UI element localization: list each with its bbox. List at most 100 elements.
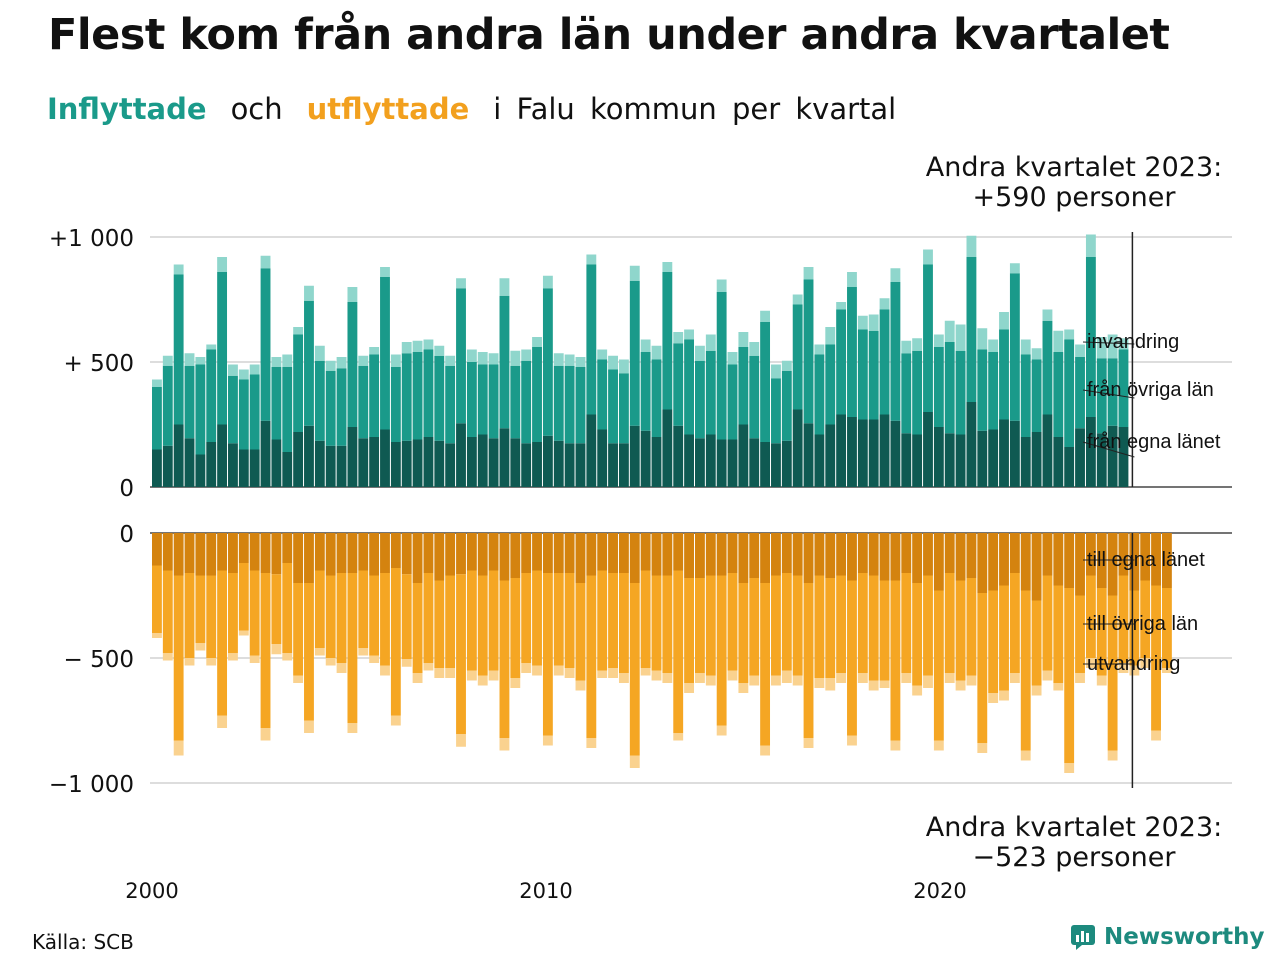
outflow-other-bar [293, 583, 304, 676]
outflow-other-bar [1140, 580, 1151, 658]
outflow-own-bar [412, 533, 423, 583]
inflow-other-bar [499, 295, 510, 429]
inflow-other-bar [488, 364, 499, 439]
inflow-own-bar [847, 417, 857, 487]
outflow-other-bar [586, 575, 597, 738]
inflow-immig-bar [1107, 334, 1118, 359]
inflow-other-bar [293, 334, 304, 432]
inflow-own-bar [618, 443, 629, 487]
outflow-own-bar [217, 533, 228, 571]
inflow-own-bar [206, 442, 217, 487]
inflow-own-bar [933, 427, 944, 487]
inflow-own-bar [684, 434, 694, 487]
inflow-other-bar [879, 309, 890, 415]
subtitle-outflow: utflyttade [306, 92, 470, 126]
inflow-other-bar [716, 292, 727, 440]
outflow-other-bar [369, 575, 380, 656]
inflow-own-bar [271, 439, 282, 487]
inflow-own-bar [651, 437, 662, 487]
outflow-emig-bar [1096, 675, 1107, 686]
outflow-emig-bar [206, 658, 217, 666]
inflow-immig-bar [705, 334, 716, 351]
inflow-immig-bar [988, 339, 999, 352]
outflow-other-bar [640, 570, 651, 668]
newsworthy-icon [1071, 925, 1095, 950]
outflow-other-bar [228, 573, 238, 653]
outflow-own-bar [1161, 533, 1172, 588]
inflow-other-bar [923, 264, 933, 412]
inflow-immig-bar [977, 328, 988, 350]
outflow-emig-bar [314, 648, 325, 656]
outflow-other-bar [260, 573, 271, 728]
inflow-other-bar [304, 300, 314, 426]
inflow-own-bar [1085, 417, 1096, 487]
outflow-emig-bar [358, 648, 369, 656]
inflow-own-bar [738, 424, 749, 487]
subtitle-inflow: Inflyttade [47, 92, 207, 126]
outflow-own-bar [1031, 533, 1042, 601]
inflow-own-bar [347, 427, 358, 487]
inflow-own-bar [988, 429, 999, 487]
inflow-immig-bar [347, 287, 358, 302]
inflow-own-bar [705, 434, 716, 487]
outflow-emig-bar [347, 723, 358, 733]
inflow-own-bar [923, 412, 933, 487]
inflow-other-bar [608, 369, 618, 444]
outflow-other-bar [488, 570, 499, 671]
outflow-other-bar [542, 573, 553, 736]
outflow-emig-bar [1118, 663, 1129, 673]
outflow-other-bar [304, 583, 314, 721]
inflow-other-bar [781, 370, 792, 441]
inflow-other-bar [510, 365, 521, 439]
inflow-immig-bar [304, 285, 314, 301]
outflow-emig-bar [999, 690, 1009, 701]
inflow-immig-bar [466, 349, 477, 362]
outflow-emig-bar [260, 728, 271, 741]
top-annotation-line2: +590 personer [972, 182, 1176, 213]
outflow-other-bar [803, 583, 814, 738]
inflow-immig-bar [521, 349, 532, 361]
inflow-own-bar [771, 443, 781, 487]
outflow-emig-bar [597, 670, 608, 678]
outflow-own-bar [792, 533, 803, 576]
inflow-immig-bar [738, 332, 749, 347]
inflow-other-bar [477, 364, 488, 435]
inflow-own-bar [184, 438, 195, 487]
outflow-emig-bar [217, 715, 228, 728]
inflow-own-bar [152, 449, 162, 487]
bottom-ytick-1000: −1 000 [49, 772, 134, 798]
inflow-other-bar [542, 288, 553, 436]
inflow-immig-bar [944, 320, 955, 342]
outflow-emig-bar [966, 675, 977, 686]
inflow-own-bar [575, 443, 586, 487]
inflow-other-bar [206, 349, 217, 442]
inflow-other-bar [1075, 357, 1085, 429]
inflow-other-bar [173, 274, 184, 425]
outflow-own-bar [825, 533, 836, 578]
outflow-own-bar [695, 533, 705, 578]
subtitle-and: och [230, 92, 283, 126]
outflow-emig-bar [586, 738, 597, 748]
inflow-own-bar [249, 449, 260, 487]
inflow-own-bar [1096, 433, 1107, 487]
outflow-other-bar [217, 570, 228, 716]
outflow-emig-bar [1085, 658, 1096, 668]
inflow-immig-bar [553, 353, 564, 366]
outflow-emig-bar [673, 733, 684, 741]
label-invandring: invandring [1087, 331, 1179, 353]
outflow-own-bar [597, 533, 608, 571]
outflow-own-bar [1064, 533, 1075, 588]
outflow-other-bar [575, 583, 586, 681]
inflow-other-bar [434, 355, 445, 441]
outflow-other-bar [771, 575, 781, 676]
inflow-immig-bar [369, 347, 380, 355]
outflow-own-bar [347, 533, 358, 573]
outflow-emig-bar [977, 743, 988, 753]
outflow-own-bar [640, 533, 651, 571]
outflow-emig-bar [293, 675, 304, 683]
inflow-immig-bar [217, 257, 228, 272]
inflow-other-bar [184, 365, 195, 439]
outflow-own-bar [564, 533, 575, 573]
inflow-immig-bar [390, 354, 401, 367]
outflow-emig-bar [412, 673, 423, 683]
